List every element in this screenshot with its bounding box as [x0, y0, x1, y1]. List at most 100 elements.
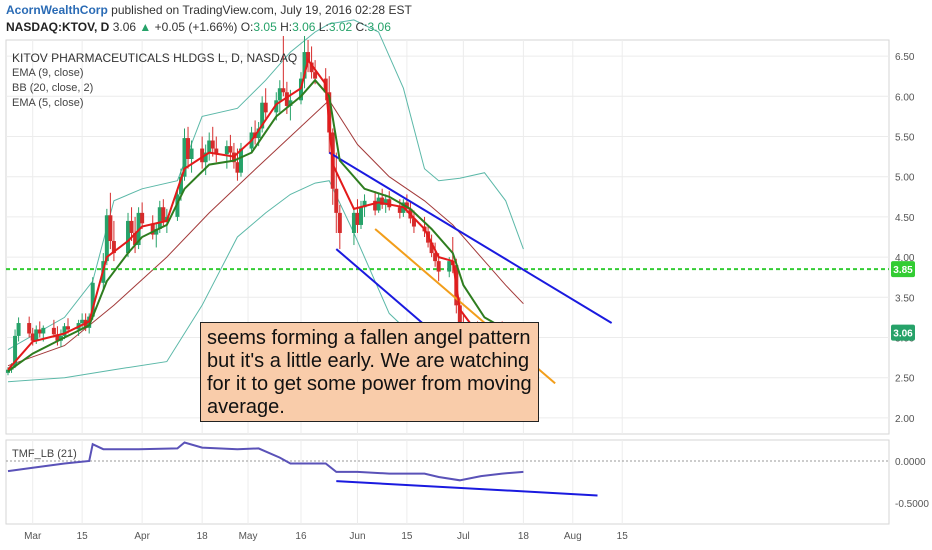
candle-body: [80, 319, 85, 324]
x-tick-label: 15: [401, 531, 413, 542]
x-tick-label: 15: [77, 531, 89, 542]
trendline-channel-top: [328, 151, 613, 324]
y-tick-label: 6.00: [895, 92, 915, 103]
y-tick-label: 4.00: [895, 253, 915, 264]
price-pane-frame: [5, 39, 890, 435]
chart-title: KITOV PHARMACEUTICALS HLDGS L, D, NASDAQ: [12, 51, 298, 65]
tmf-line: [7, 441, 524, 482]
candle-body: [161, 207, 166, 221]
candle-body: [51, 327, 56, 335]
candle-body: [298, 78, 303, 101]
x-tick-label: Jul: [457, 531, 470, 542]
candle-body: [238, 148, 243, 173]
candle-body: [313, 72, 318, 79]
candle-body: [178, 176, 183, 195]
candle-body: [263, 102, 268, 113]
candle-body: [411, 218, 416, 227]
candle-body: [30, 333, 35, 341]
ema5-line: [7, 57, 524, 371]
candle-body: [154, 228, 159, 235]
legend-tmf[interactable]: TMF_LB (21): [12, 448, 77, 460]
last-price-badge-bg: [891, 324, 915, 341]
last-price-badge: 3.06: [893, 329, 913, 340]
candle-body: [359, 207, 363, 225]
candle-body: [189, 148, 194, 160]
level-badge-bg: [891, 261, 915, 278]
legend-ema9[interactable]: EMA (9, close): [12, 67, 84, 79]
ema9-line: [7, 78, 524, 373]
bb-upper-line: [7, 19, 524, 351]
y-tick-label: 5.00: [895, 173, 915, 184]
candle-body: [436, 261, 441, 272]
candle-body: [111, 241, 116, 254]
candle-body: [37, 329, 42, 334]
candle-body: [274, 100, 279, 113]
y-tick-label: 2.00: [895, 414, 915, 425]
legend-bb[interactable]: BB (20, close, 2): [12, 82, 94, 94]
candle-body: [214, 148, 219, 155]
candle-body: [210, 140, 215, 149]
y-tick-label: 3.50: [895, 293, 915, 304]
candle-body: [34, 329, 39, 341]
candle-body: [235, 162, 240, 173]
candle-body: [457, 305, 462, 324]
last-price: 3.06: [112, 20, 137, 34]
candle-body: [108, 215, 113, 242]
candle-body: [355, 212, 360, 225]
author-link[interactable]: AcornWealthCorp: [6, 3, 108, 17]
ohlc-bar: NASDAQ:KTOV, D 3.06 ▲ +0.05 (+1.66%) O:3…: [6, 20, 391, 34]
candle-body: [309, 62, 314, 73]
publish-info: published on TradingView.com, July 19, 2…: [111, 3, 412, 17]
candle-body: [288, 100, 293, 106]
candle-body: [362, 200, 367, 208]
candle-body: [55, 334, 60, 341]
candle-body: [337, 212, 342, 233]
candle-body: [228, 146, 233, 153]
candle-body: [140, 212, 145, 224]
candle-body: [126, 220, 131, 254]
annotation-note[interactable]: seems forming a fallen angel pattern but…: [200, 322, 539, 422]
candle-body: [62, 326, 67, 336]
axes: 6.506.005.505.004.504.003.503.002.502.00…: [24, 52, 929, 542]
x-tick-label: Jun: [349, 531, 365, 542]
x-tick-label: 16: [295, 531, 307, 542]
price-change: +0.05 (+1.66%): [154, 20, 238, 34]
tmf-pane-frame: [5, 439, 890, 525]
candle-body: [327, 92, 332, 133]
up-arrow-icon: ▲: [139, 20, 152, 34]
candle-body: [182, 138, 187, 177]
candle-body: [284, 92, 289, 106]
candle-body: [383, 199, 388, 205]
tmf-tick-label: 0.0000: [895, 457, 926, 468]
tmf-pane: [6, 441, 889, 497]
candle-body: [260, 102, 265, 129]
y-tick-label: 6.50: [895, 52, 915, 63]
x-tick-label: 18: [197, 531, 209, 542]
legend-ema5[interactable]: EMA (5, close): [12, 97, 84, 109]
candle-body: [302, 52, 307, 79]
candle-body: [376, 197, 381, 211]
open-label: O:: [240, 20, 254, 34]
low-value: 3.02: [328, 20, 353, 34]
candle-body: [334, 188, 339, 213]
x-tick-label: Aug: [564, 531, 582, 542]
candle-body: [16, 323, 21, 336]
candle-body: [351, 212, 356, 233]
candle-body: [224, 146, 229, 155]
candle-body: [433, 253, 438, 262]
y-tick-label: 4.50: [895, 213, 915, 224]
high-value: 3.06: [292, 20, 316, 34]
high-label: H:: [280, 20, 293, 34]
candle-body: [380, 197, 385, 205]
x-tick-label: May: [239, 531, 258, 542]
low-label: L:: [318, 20, 329, 34]
y-tick-label: 2.50: [895, 374, 915, 385]
candle-body: [27, 323, 32, 334]
candle-body: [133, 232, 138, 246]
candle-body: [186, 138, 191, 160]
candle-body: [373, 200, 378, 211]
candle-body: [387, 199, 392, 208]
close-value: 3.06: [367, 20, 391, 34]
